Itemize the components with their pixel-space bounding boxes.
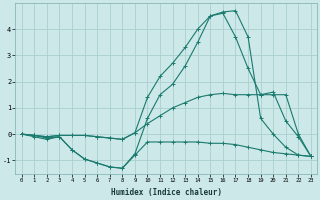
- X-axis label: Humidex (Indice chaleur): Humidex (Indice chaleur): [111, 188, 222, 197]
